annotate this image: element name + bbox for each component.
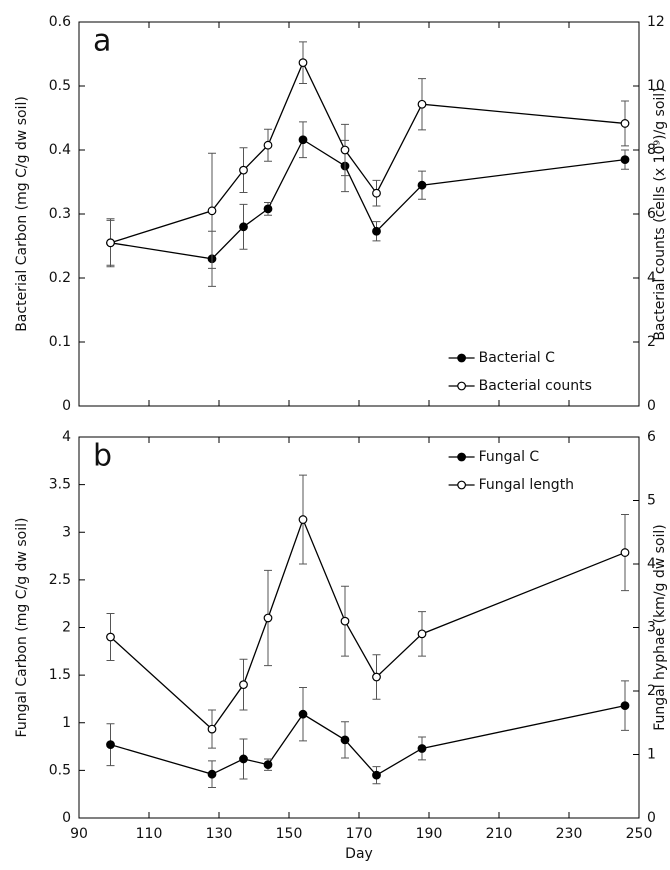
- y-tick-label: 0.6: [49, 14, 71, 30]
- data-point: [298, 515, 308, 524]
- x-tick-label: 110: [136, 826, 163, 842]
- y2-tick-label: 10: [647, 78, 665, 94]
- data-point: [417, 180, 427, 190]
- data-point: [106, 740, 115, 750]
- data-point: [417, 629, 427, 639]
- data-point: [417, 99, 427, 109]
- y2-tick-label: 5: [647, 493, 656, 509]
- x-tick-label: 90: [70, 826, 88, 842]
- data-point: [298, 709, 308, 719]
- y-tick-label: 0.2: [49, 270, 71, 286]
- data-point: [298, 58, 308, 68]
- y-tick-label: 3: [62, 524, 71, 540]
- legend-marker: [457, 452, 467, 462]
- y2-tick-label: 4: [647, 556, 656, 572]
- y-tick-label: 2: [62, 620, 71, 636]
- data-point: [239, 680, 248, 690]
- y2-tick-label: 2: [647, 334, 656, 350]
- y-tick-label: 0.5: [49, 78, 71, 94]
- legend-text: Bacterial counts: [479, 378, 592, 394]
- y2-axis-label: Bacterial counts (cells (x 10⁹)/g soil): [652, 87, 668, 340]
- x-tick-label: 150: [276, 826, 303, 842]
- y2-tick-label: 3: [647, 620, 656, 636]
- y-tick-label: 4: [62, 429, 71, 445]
- data-point: [340, 735, 350, 745]
- y-axis-label: Bacterial Carbon (mg C/g dw soil): [14, 96, 30, 332]
- x-axis-label: Day: [345, 846, 373, 862]
- x-tick-label: 190: [416, 826, 443, 842]
- y2-axis-label: Fungal hyphae (km/g dw soil): [652, 524, 668, 731]
- data-point: [417, 744, 427, 753]
- y-tick-label: 1: [62, 715, 71, 731]
- series-line: [110, 61, 626, 244]
- legend-text: Fungal C: [479, 449, 540, 465]
- y-tick-label: 0.5: [49, 762, 71, 778]
- y2-tick-label: 4: [647, 270, 656, 286]
- legend-marker: [457, 353, 467, 363]
- legend-marker: [457, 480, 467, 490]
- series-line: [110, 138, 626, 260]
- y-axis-label: Fungal Carbon (mg C/g dw soil): [14, 518, 30, 738]
- data-point: [263, 204, 273, 214]
- data-point: [207, 724, 217, 734]
- legend-text: Fungal length: [479, 477, 574, 493]
- data-point: [106, 632, 115, 642]
- y2-tick-label: 12: [647, 14, 665, 30]
- data-point: [263, 140, 273, 150]
- data-point: [207, 206, 217, 216]
- plot-frame: [78, 21, 640, 407]
- y-tick-label: 2.5: [49, 572, 71, 588]
- data-point: [372, 188, 381, 198]
- y-tick-label: 0: [62, 398, 71, 414]
- data-point: [239, 754, 248, 764]
- data-point: [620, 701, 630, 711]
- data-point: [263, 613, 273, 623]
- data-point: [239, 165, 248, 175]
- y2-tick-label: 0: [647, 398, 656, 414]
- data-point: [263, 760, 273, 770]
- y2-tick-label: 2: [647, 683, 656, 699]
- series-line: [110, 517, 626, 731]
- x-tick-label: 210: [486, 826, 513, 842]
- data-point: [372, 226, 381, 236]
- x-tick-label: 130: [206, 826, 233, 842]
- y2-tick-label: 0: [647, 810, 656, 826]
- data-point: [239, 222, 248, 232]
- y-tick-label: 1.5: [49, 667, 71, 683]
- data-point: [106, 238, 115, 248]
- panel-label: b: [93, 439, 112, 474]
- x-tick-label: 250: [626, 826, 653, 842]
- legend-text: Bacterial C: [479, 350, 556, 366]
- plot-frame: [78, 436, 640, 819]
- panel-label: a: [93, 24, 111, 59]
- data-point: [372, 672, 381, 682]
- y2-tick-label: 8: [647, 142, 656, 158]
- x-tick-label: 170: [346, 826, 373, 842]
- y-tick-label: 0.3: [49, 206, 71, 222]
- y-tick-label: 0: [62, 810, 71, 826]
- data-point: [340, 616, 350, 626]
- data-point: [620, 155, 630, 165]
- data-point: [372, 770, 381, 780]
- data-point: [340, 145, 350, 155]
- y-tick-label: 0.4: [49, 142, 71, 158]
- data-point: [298, 135, 308, 145]
- legend-marker: [457, 381, 467, 391]
- y-tick-label: 3.5: [49, 477, 71, 493]
- data-point: [207, 769, 217, 779]
- data-point: [620, 119, 630, 128]
- y2-tick-label: 6: [647, 206, 656, 222]
- series-line: [110, 704, 626, 776]
- y2-tick-label: 6: [647, 429, 656, 445]
- y2-tick-label: 1: [647, 747, 656, 763]
- data-point: [620, 548, 630, 557]
- y-tick-label: 0.1: [49, 334, 71, 350]
- x-tick-label: 230: [556, 826, 583, 842]
